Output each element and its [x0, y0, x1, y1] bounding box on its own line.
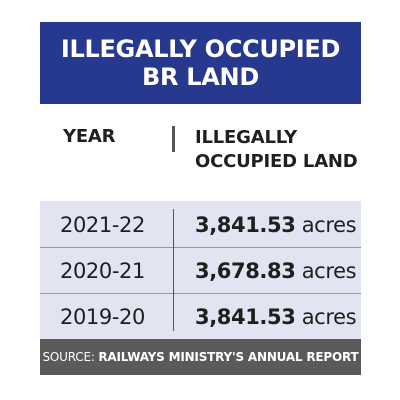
row-value-number: 3,678.83 [195, 259, 296, 283]
table-row: 2020-21 3,678.83 acres [40, 247, 361, 293]
row-value-number: 3,841.53 [195, 305, 296, 329]
header-separator [172, 126, 175, 152]
row-vertical-line [173, 209, 174, 247]
row-year: 2019-20 [60, 305, 145, 329]
table-row: 2019-20 3,841.53 acres [40, 293, 361, 339]
row-divider [40, 293, 361, 294]
header-year: YEAR [63, 126, 116, 147]
source-footer: SOURCE: RAILWAYS MINISTRY'S ANNUAL REPOR… [40, 339, 361, 375]
row-value: 3,841.53 acres [195, 305, 357, 329]
row-value: 3,841.53 acres [195, 213, 357, 237]
header-occupied-land: ILLEGALLY OCCUPIED LAND [195, 126, 358, 174]
row-value-number: 3,841.53 [195, 213, 296, 237]
row-vertical-line [173, 293, 174, 331]
title-line-1: ILLEGALLY OCCUPIED [60, 35, 341, 63]
header-land-line-2: OCCUPIED LAND [195, 151, 358, 172]
row-year: 2020-21 [60, 259, 145, 283]
source-text: RAILWAYS MINISTRY'S ANNUAL REPORT [98, 350, 359, 364]
title-banner: ILLEGALLY OCCUPIED BR LAND [40, 22, 361, 104]
source-label: SOURCE: [42, 350, 95, 364]
row-year: 2021-22 [60, 213, 145, 237]
row-value-unit: acres [301, 259, 357, 283]
title-line-2: BR LAND [142, 63, 259, 91]
header-land-line-1: ILLEGALLY [195, 127, 298, 148]
row-value-unit: acres [301, 213, 357, 237]
row-value-unit: acres [301, 305, 357, 329]
table-row: 2021-22 3,841.53 acres [40, 201, 361, 247]
row-vertical-line [173, 247, 174, 293]
table-body: 2021-22 3,841.53 acres 2020-21 3,678.83 … [40, 201, 361, 339]
row-value: 3,678.83 acres [195, 259, 357, 283]
table-header: YEAR ILLEGALLY OCCUPIED LAND [40, 104, 361, 201]
row-divider [40, 247, 361, 248]
infographic-card: ILLEGALLY OCCUPIED BR LAND YEAR ILLEGALL… [40, 22, 361, 375]
